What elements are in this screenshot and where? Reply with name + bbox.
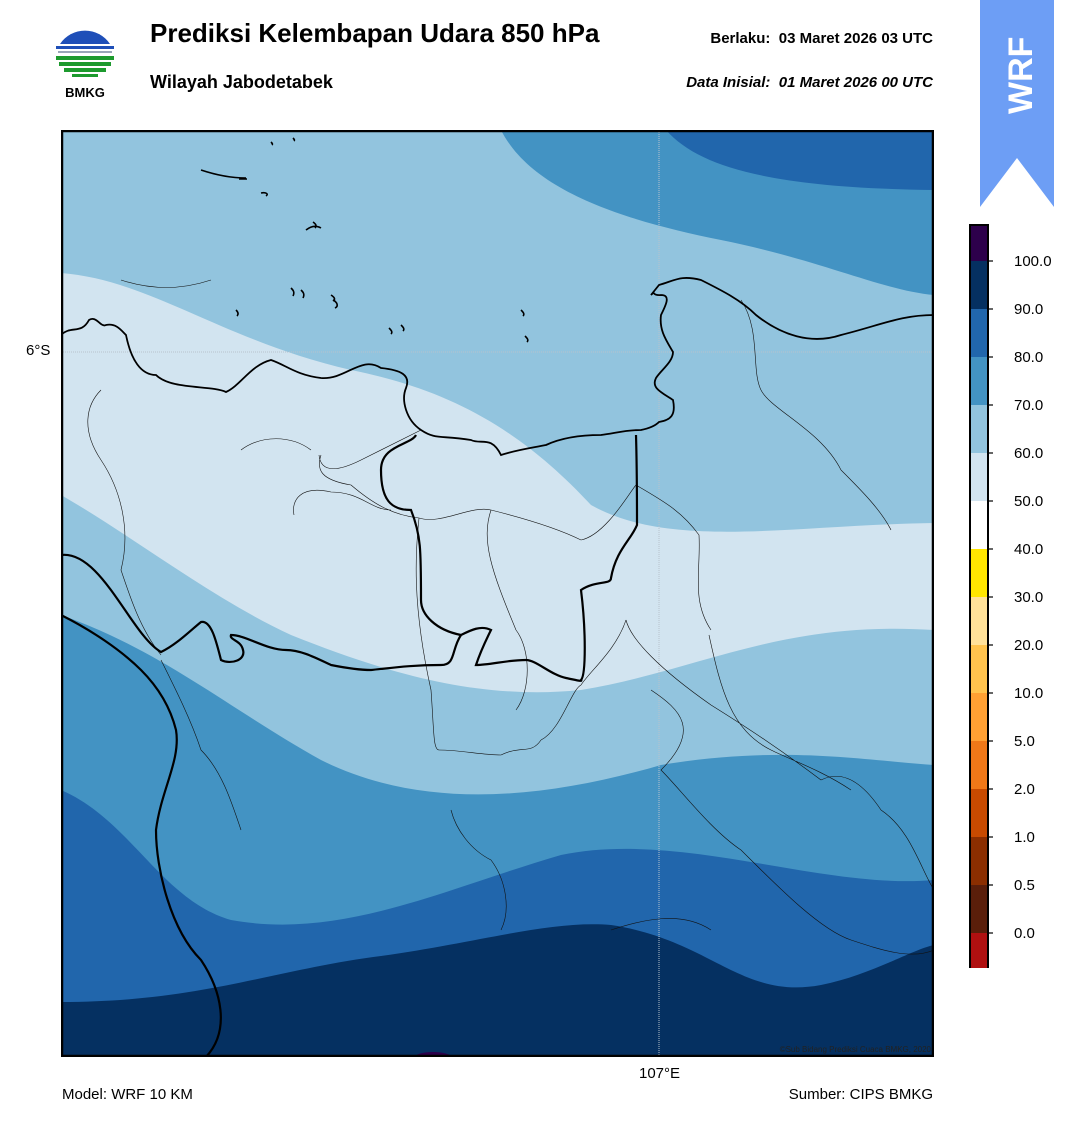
model-label: Model: WRF 10 KM (62, 1086, 193, 1103)
colorbar-tick-label: 20.0 (1014, 637, 1043, 654)
colorbar-tick-label: 5.0 (1014, 733, 1035, 750)
valid-value: 03 Maret 2026 03 UTC (778, 30, 933, 47)
chart-title: Prediksi Kelembapan Udara 850 hPa (150, 18, 600, 48)
colorbar-segment (970, 309, 988, 357)
init-label: Data Inisial: (686, 74, 771, 91)
colorbar-segment (970, 261, 988, 309)
band-90-100 (61, 924, 934, 1057)
valid-label: Berlaku: (710, 30, 771, 47)
colorbar-tick-label: 0.5 (1014, 877, 1035, 894)
colorbar-segment (970, 405, 988, 453)
lat-label: 6°S (26, 342, 51, 359)
source-label: Sumber: CIPS BMKG (788, 1086, 933, 1103)
colorbar-tick-label: 70.0 (1014, 397, 1043, 414)
humidity-map: ©Sub Bidang Prediksi Cuaca BMKG, 2020 (61, 130, 934, 1057)
colorbar-segment (970, 357, 988, 405)
band-50-60 (61, 273, 934, 693)
colorbar-tick-label: 2.0 (1014, 781, 1035, 798)
colorbar-tick-label: 100.0 (1014, 253, 1052, 270)
region-subtitle: Wilayah Jabodetabek (150, 72, 333, 92)
colorbar-tick-label: 30.0 (1014, 589, 1043, 606)
valid-time: Berlaku: 03 Maret 2026 03 UTC (710, 30, 933, 47)
colorbar-tick-label: 60.0 (1014, 445, 1043, 462)
colorbar-tick-label: 10.0 (1014, 685, 1043, 702)
colorbar-segment (970, 933, 988, 968)
lon-label: 107°E (639, 1065, 681, 1082)
colorbar-tick-label: 40.0 (1014, 541, 1043, 558)
colorbar-segment (970, 693, 988, 741)
colorbar-segment (970, 645, 988, 693)
init-time: Data Inisial: 01 Maret 2026 00 UTC (686, 74, 933, 91)
colorbar-segment (970, 225, 988, 261)
islands (200, 137, 529, 343)
colorbar-frame (969, 224, 989, 968)
map-credit: ©Sub Bidang Prediksi Cuaca BMKG, 2020 (780, 1045, 932, 1054)
humidity-colorbar: 100.0 90.0 80.0 70.0 60.0 50.0 40.0 30.0 20.0 10.… (969, 224, 1052, 968)
colorbar-segment (970, 837, 988, 885)
colorbar-tick-label: 1.0 (1014, 829, 1035, 846)
colorbar-tick-label: 50.0 (1014, 493, 1043, 510)
colorbar-tick-label: 80.0 (1014, 349, 1043, 366)
logo-text: BMKG (65, 85, 105, 100)
colorbar-segment (970, 453, 988, 501)
province-borders (61, 434, 639, 1057)
wrf-badge-text: WRF (1002, 37, 1040, 114)
colorbar-segment (970, 501, 988, 549)
colorbar-tick-label: 90.0 (1014, 301, 1043, 318)
colorbar-segment (970, 741, 988, 789)
band-80-90-top (666, 130, 934, 190)
map-frame (61, 130, 934, 1057)
bmkg-logo: BMKG (55, 24, 115, 100)
colorbar-tick-label: 0.0 (1014, 925, 1035, 942)
colorbar-segment (970, 549, 988, 597)
colorbar-segment (970, 597, 988, 645)
init-value: 01 Maret 2026 00 UTC (778, 74, 933, 91)
regency-borders (87, 279, 934, 955)
coastline (61, 277, 934, 457)
colorbar-segment (970, 885, 988, 933)
wrf-badge: WRF (980, 0, 1054, 207)
colorbar-segment (970, 789, 988, 837)
